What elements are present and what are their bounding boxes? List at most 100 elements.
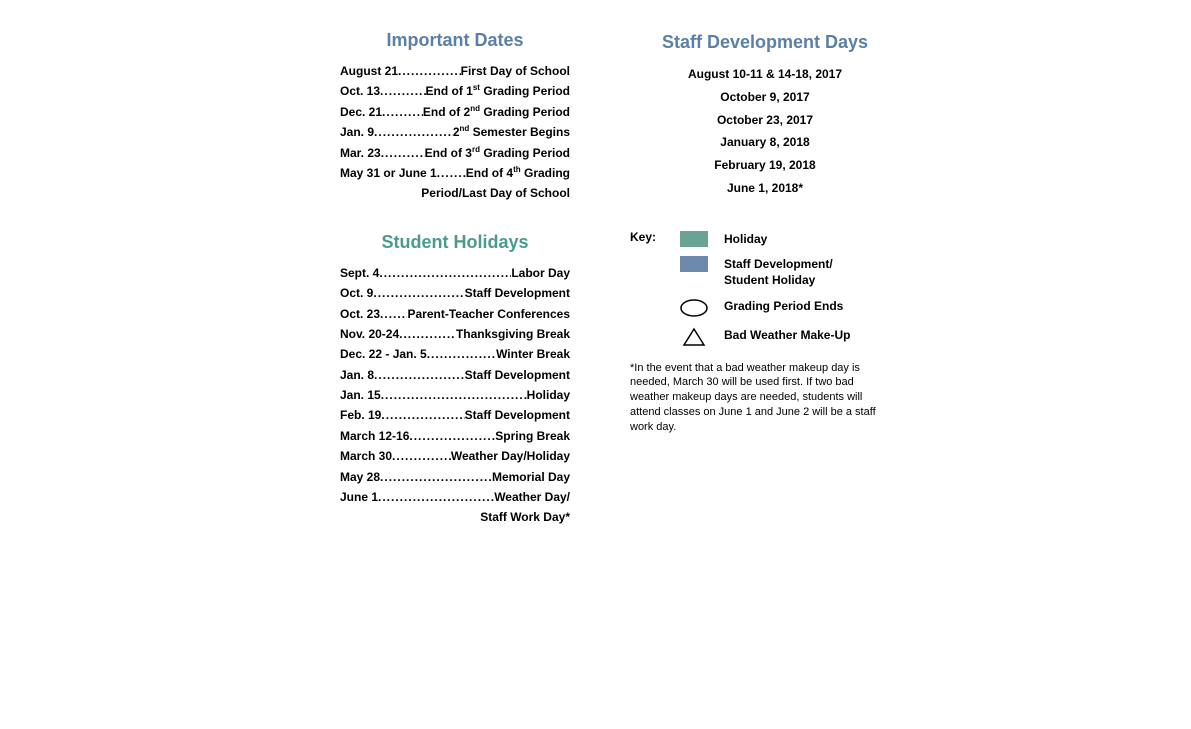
key-weather-text: Bad Weather Make-Up [724, 326, 850, 344]
date-lead: May 28 [340, 467, 380, 487]
date-row: March 30................................… [340, 446, 570, 466]
key-label: Key: [630, 230, 664, 244]
left-column: Important Dates August 21...............… [340, 30, 570, 528]
date-row: June 1..................................… [340, 487, 570, 507]
date-tail: Holiday [527, 385, 570, 405]
date-lead: Oct. 9 [340, 283, 373, 303]
important-dates-trailing: Period/Last Day of School [340, 183, 570, 203]
date-lead: Jan. 9 [340, 122, 374, 142]
key-row-grading: Grading Period Ends [630, 297, 900, 318]
date-tail: Staff Development [465, 405, 570, 425]
staff-dev-item: October 23, 2017 [630, 109, 900, 132]
date-lead: June 1 [340, 487, 378, 507]
holiday-swatch-icon [678, 230, 710, 247]
date-tail: End of 4th Grading [466, 163, 570, 183]
date-row: May 31 or June 1........................… [340, 163, 570, 183]
date-row: Mar. 23.................................… [340, 143, 570, 163]
student-holidays-title: Student Holidays [340, 232, 570, 253]
triangle-icon [678, 326, 710, 347]
key-row-weather: Bad Weather Make-Up [630, 326, 900, 347]
date-row: August 21...............................… [340, 61, 570, 81]
date-lead: March 30 [340, 446, 392, 466]
staff-dev-title: Staff Development Days [630, 32, 900, 53]
key-staff-line1: Staff Development/ [724, 257, 833, 271]
dots-leader: ........................................… [381, 143, 425, 163]
date-lead: March 12-16 [340, 426, 409, 446]
dots-leader: ........................................… [378, 487, 494, 507]
date-tail: End of 2nd Grading Period [423, 102, 570, 122]
dots-leader: ........................................… [379, 263, 511, 283]
ellipse-icon [678, 297, 710, 318]
staff-dev-item: February 19, 2018 [630, 154, 900, 177]
date-lead: August 21 [340, 61, 398, 81]
date-tail: Staff Development [465, 283, 570, 303]
dots-leader: ........................................… [380, 304, 407, 324]
dots-leader: ........................................… [373, 283, 464, 303]
date-tail: Weather Day/Holiday [451, 446, 570, 466]
date-lead: Mar. 23 [340, 143, 381, 163]
dots-leader: ........................................… [399, 324, 456, 344]
date-tail: 2nd Semester Begins [453, 122, 570, 142]
date-tail: Memorial Day [492, 467, 570, 487]
date-row: March 12-16.............................… [340, 426, 570, 446]
date-lead: Jan. 15 [340, 385, 381, 405]
staff-dev-list: August 10-11 & 14-18, 2017October 9, 201… [630, 63, 900, 200]
date-tail: End of 3rd Grading Period [425, 143, 570, 163]
right-column: Staff Development Days August 10-11 & 14… [630, 32, 900, 435]
date-tail: Thanksgiving Break [456, 324, 570, 344]
date-tail: Winter Break [496, 344, 570, 364]
date-row: Jan. 8..................................… [340, 365, 570, 385]
date-row: Feb. 19.................................… [340, 405, 570, 425]
staff-dev-item: June 1, 2018* [630, 177, 900, 200]
date-row: Oct. 23.................................… [340, 304, 570, 324]
date-lead: Dec. 21 [340, 102, 382, 122]
page-container: Important Dates August 21...............… [0, 30, 1191, 528]
date-row: Oct. 13.................................… [340, 81, 570, 101]
date-row: Jan. 15.................................… [340, 385, 570, 405]
dots-leader: ........................................… [381, 385, 527, 405]
dots-leader: ........................................… [398, 61, 461, 81]
date-lead: Sept. 4 [340, 263, 379, 283]
date-tail: Staff Development [465, 365, 570, 385]
staff-dev-item: January 8, 2018 [630, 131, 900, 154]
staff-dev-item: October 9, 2017 [630, 86, 900, 109]
dots-leader: ........................................… [374, 122, 453, 142]
date-row: May 28..................................… [340, 467, 570, 487]
date-lead: Oct. 23 [340, 304, 380, 324]
staff-swatch-icon [678, 255, 710, 272]
date-tail: Parent-Teacher Conferences [407, 304, 570, 324]
date-row: Dec. 21.................................… [340, 102, 570, 122]
dots-leader: ........................................… [392, 446, 451, 466]
key-holiday-text: Holiday [724, 230, 767, 248]
student-holidays-trailing: Staff Work Day* [340, 507, 570, 527]
dots-leader: ........................................… [380, 467, 492, 487]
dots-leader: ........................................… [427, 344, 496, 364]
date-tail: Labor Day [511, 263, 570, 283]
date-row: Oct. 9..................................… [340, 283, 570, 303]
important-dates-title: Important Dates [340, 30, 570, 51]
student-holidays-list: Sept. 4.................................… [340, 263, 570, 508]
staff-dev-item: August 10-11 & 14-18, 2017 [630, 63, 900, 86]
date-lead: Dec. 22 - Jan. 5 [340, 344, 427, 364]
key-row-staff: Staff Development/ Student Holiday [630, 255, 900, 288]
date-lead: Oct. 13 [340, 81, 380, 101]
date-lead: Feb. 19 [340, 405, 381, 425]
dots-leader: ........................................… [381, 405, 464, 425]
important-dates-list: August 21...............................… [340, 61, 570, 183]
date-tail: End of 1st Grading Period [426, 81, 570, 101]
dots-leader: ........................................… [437, 163, 466, 183]
date-row: Jan. 9..................................… [340, 122, 570, 142]
date-tail: Weather Day/ [494, 487, 570, 507]
dots-leader: ........................................… [382, 102, 423, 122]
date-tail: First Day of School [461, 61, 570, 81]
date-tail: Spring Break [495, 426, 570, 446]
date-row: Sept. 4.................................… [340, 263, 570, 283]
key-staff-line2: Student Holiday [724, 273, 815, 287]
key-grading-text: Grading Period Ends [724, 297, 843, 315]
footnote: *In the event that a bad weather makeup … [630, 361, 885, 435]
key-block: Key: Holiday Staff Development/ Student … [630, 230, 900, 347]
key-row-holiday: Key: Holiday [630, 230, 900, 248]
key-staff-text: Staff Development/ Student Holiday [724, 255, 833, 288]
date-lead: Jan. 8 [340, 365, 374, 385]
dots-leader: ........................................… [409, 426, 495, 446]
